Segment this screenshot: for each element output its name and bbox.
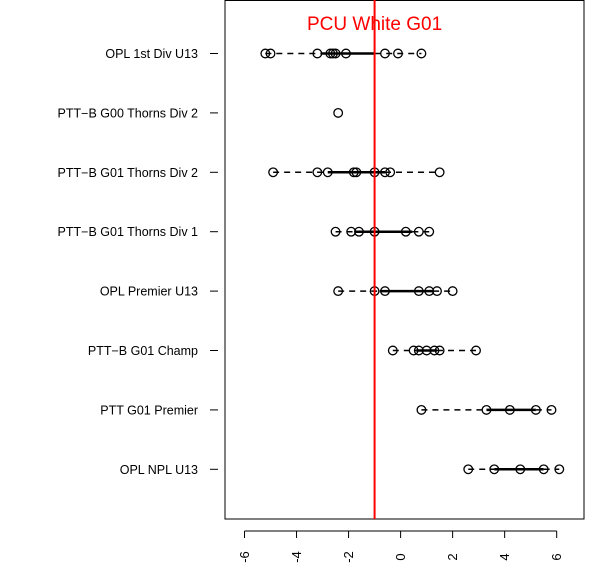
- data-point: [447, 286, 458, 297]
- x-tick-label: -6: [237, 551, 252, 563]
- data-point: [333, 107, 344, 118]
- category-row: PTT G01 Premier: [100, 403, 557, 417]
- data-point: [413, 345, 424, 356]
- data-point: [400, 226, 411, 237]
- data-point: [322, 167, 333, 178]
- x-tick-label: 4: [497, 553, 512, 560]
- data-point: [354, 226, 364, 237]
- data-point: [416, 404, 427, 415]
- y-tick-label: PTT−B G01 Thorns Div 1: [58, 225, 198, 239]
- y-tick-label: PTT−B G01 Thorns Div 2: [58, 166, 198, 180]
- data-point: [387, 345, 398, 356]
- data-point: [424, 226, 435, 237]
- y-tick-label: OPL Premier U13: [100, 285, 198, 299]
- data-point: [341, 48, 351, 59]
- data-point: [312, 167, 323, 178]
- y-tick-label: OPL 1st Div U13: [105, 47, 198, 61]
- data-point: [330, 48, 341, 59]
- data-point: [312, 48, 323, 59]
- data-point: [348, 167, 359, 178]
- x-tick-label: 2: [445, 553, 460, 560]
- data-point: [530, 404, 541, 415]
- data-point: [463, 464, 474, 475]
- data-point: [421, 345, 432, 356]
- data-point: [489, 464, 500, 475]
- category-row: OPL Premier U13: [100, 285, 458, 299]
- data-point: [481, 404, 492, 415]
- reference-line-label: PCU White G01: [307, 14, 442, 35]
- data-point: [385, 167, 396, 178]
- plot-frame: [224, 0, 585, 520]
- data-point: [330, 226, 341, 237]
- data-point: [351, 167, 362, 178]
- x-tick-label: 0: [393, 553, 408, 560]
- data-point: [408, 345, 419, 356]
- data-point: [434, 345, 445, 356]
- y-tick-label: PTT G01 Premier: [100, 403, 198, 417]
- x-tick-label: -4: [289, 551, 304, 563]
- data-point: [413, 226, 424, 237]
- category-row: OPL 1st Div U13: [105, 47, 427, 61]
- category-row: PTT−B G01 Thorns Div 1: [58, 225, 435, 239]
- data-point: [380, 167, 390, 178]
- category-row: PTT−B G00 Thorns Div 2: [58, 106, 344, 120]
- data-point: [260, 48, 271, 59]
- data-point: [471, 345, 481, 356]
- data-point: [429, 345, 440, 356]
- data-point: [432, 286, 442, 297]
- data-point: [346, 226, 357, 237]
- y-tick-label: OPL NPL U13: [120, 463, 198, 477]
- data-point: [268, 167, 279, 178]
- data-point: [413, 286, 424, 297]
- data-point: [325, 48, 336, 59]
- y-tick-label: PTT−B G01 Champ: [88, 344, 198, 358]
- data-point: [265, 48, 276, 59]
- data-point: [538, 464, 549, 475]
- data-point: [328, 48, 338, 59]
- x-tick-label: -2: [341, 551, 356, 563]
- data-point: [546, 404, 557, 415]
- y-tick-label: PTT−B G00 Thorns Div 2: [58, 106, 198, 120]
- data-point: [393, 48, 403, 59]
- category-row: PTT−B G01 Champ: [88, 344, 481, 358]
- data-point: [554, 464, 565, 475]
- data-point: [424, 286, 435, 297]
- data-point: [380, 48, 390, 59]
- data-point: [416, 48, 427, 59]
- data-point: [380, 286, 390, 297]
- category-row: PTT−B G01 Thorns Div 2: [58, 166, 445, 180]
- data-point: [504, 404, 515, 415]
- x-tick-label: 6: [549, 553, 564, 560]
- category-row: OPL NPL U13: [120, 463, 565, 477]
- data-point: [515, 464, 526, 475]
- data-point: [333, 286, 344, 297]
- data-point: [434, 167, 445, 178]
